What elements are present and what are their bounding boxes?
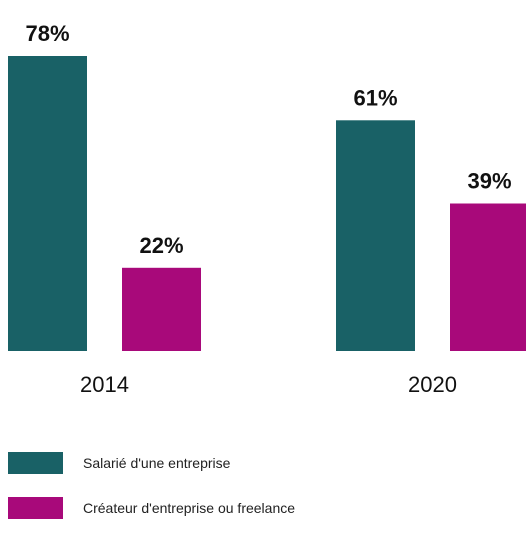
value-label-2014-series-0: 78% xyxy=(25,21,69,46)
value-label-2020-series-0: 61% xyxy=(353,85,397,110)
value-label-2014-series-1: 22% xyxy=(139,233,183,258)
legend-label-createur: Créateur d'entreprise ou freelance xyxy=(83,500,296,516)
bar-2020-series-1 xyxy=(450,203,526,351)
bar-chart: 78% 22% 2014 61% 39% 2020 xyxy=(8,21,526,397)
legend-label-salarie: Salarié d'une entreprise xyxy=(83,455,231,471)
legend-swatch-salarie xyxy=(8,452,63,474)
legend-swatch-createur xyxy=(8,497,63,519)
bar-2014-series-1 xyxy=(122,267,201,351)
bar-2020-series-0 xyxy=(336,120,415,352)
category-label-2014: 2014 xyxy=(80,372,129,397)
value-label-2020-series-1: 39% xyxy=(467,169,511,194)
bar-2014-series-0 xyxy=(8,56,87,351)
category-label-2020: 2020 xyxy=(408,372,457,397)
